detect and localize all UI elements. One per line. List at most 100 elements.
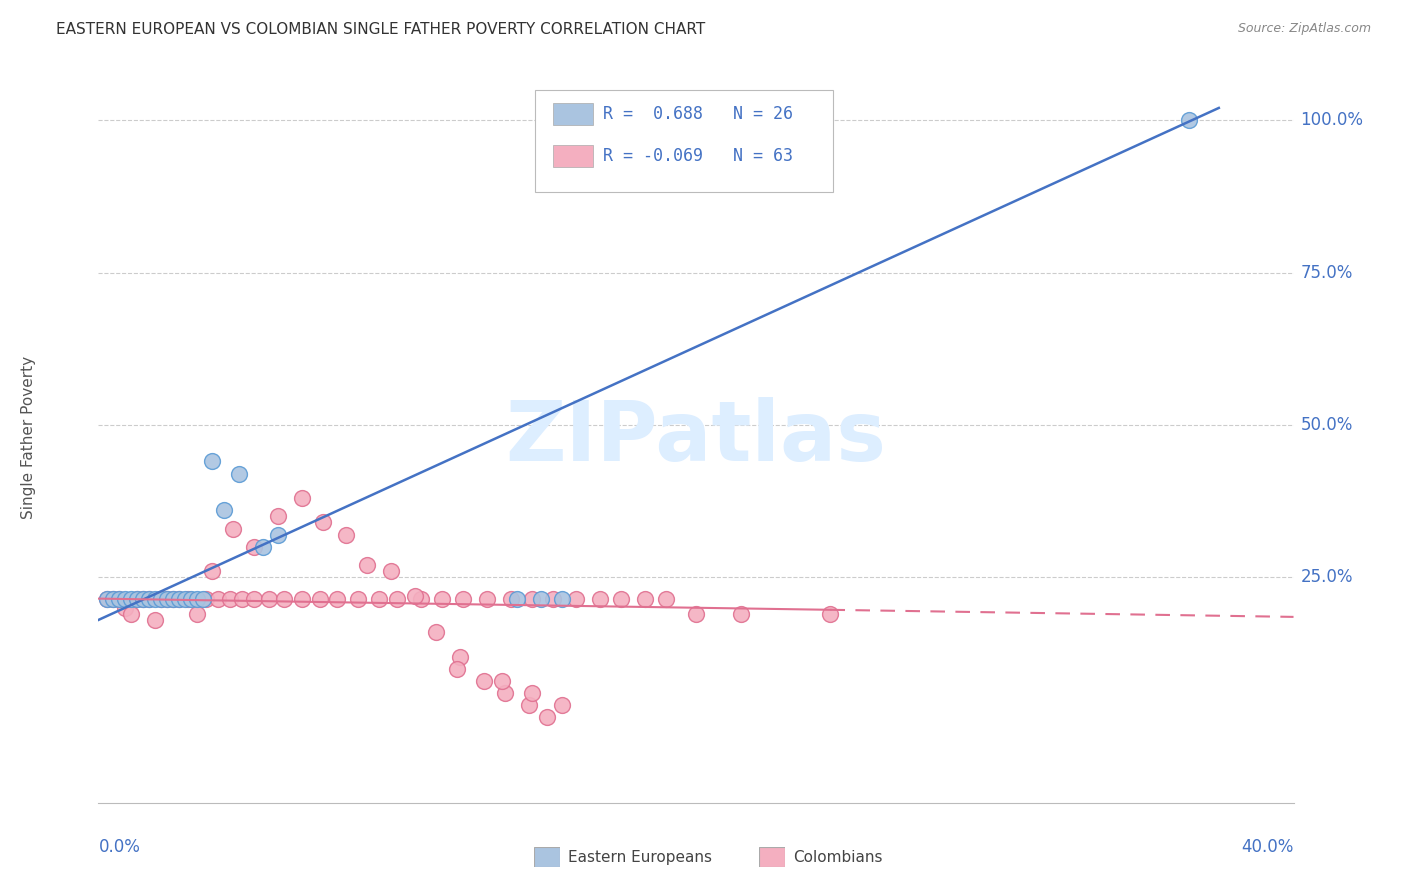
Text: R =  0.688   N = 26: R = 0.688 N = 26	[603, 104, 793, 123]
Point	[231, 591, 253, 606]
Point	[150, 591, 173, 606]
Point	[491, 673, 513, 688]
Point	[449, 649, 471, 664]
Text: 25.0%: 25.0%	[1301, 568, 1353, 586]
Point	[174, 591, 197, 606]
Point	[228, 467, 250, 481]
Point	[536, 710, 558, 724]
Point	[517, 698, 540, 713]
Point	[472, 673, 495, 688]
Text: 0.0%: 0.0%	[98, 838, 141, 856]
Point	[177, 591, 200, 606]
Point	[132, 591, 155, 606]
Point	[219, 591, 242, 606]
Point	[385, 591, 409, 606]
Point	[222, 521, 245, 535]
Point	[634, 591, 657, 606]
Point	[167, 591, 190, 606]
Point	[243, 540, 266, 554]
Point	[335, 527, 357, 541]
Point	[425, 625, 447, 640]
Point	[655, 591, 678, 606]
Point	[404, 589, 426, 603]
Point	[506, 591, 529, 606]
Text: ZIPatlas: ZIPatlas	[506, 397, 886, 477]
Text: R = -0.069   N = 63: R = -0.069 N = 63	[603, 147, 793, 165]
Text: Single Father Poverty: Single Father Poverty	[21, 356, 35, 518]
Point	[108, 591, 131, 606]
Point	[194, 591, 218, 606]
Text: 40.0%: 40.0%	[1241, 838, 1294, 856]
Point	[520, 591, 543, 606]
Point	[820, 607, 842, 621]
Point	[380, 564, 402, 578]
Text: 75.0%: 75.0%	[1301, 263, 1353, 282]
Point	[127, 591, 149, 606]
Point	[446, 662, 468, 676]
Point	[267, 509, 290, 524]
Point	[267, 527, 290, 541]
Point	[368, 591, 391, 606]
Text: Eastern Europeans: Eastern Europeans	[568, 850, 711, 864]
Text: Colombians: Colombians	[793, 850, 883, 864]
Point	[207, 591, 229, 606]
Point	[96, 591, 118, 606]
Point	[308, 591, 330, 606]
Point	[191, 591, 214, 606]
Point	[120, 607, 142, 621]
Point	[475, 591, 498, 606]
Point	[127, 591, 149, 606]
Point	[150, 591, 173, 606]
Point	[120, 591, 142, 606]
Point	[103, 591, 125, 606]
Point	[520, 686, 543, 700]
Point	[311, 516, 333, 530]
Point	[685, 607, 707, 621]
Point	[451, 591, 474, 606]
Point	[326, 591, 349, 606]
Point	[610, 591, 633, 606]
Point	[541, 591, 564, 606]
FancyBboxPatch shape	[534, 90, 834, 192]
Point	[162, 591, 184, 606]
Point	[156, 591, 179, 606]
Point	[180, 591, 202, 606]
Point	[252, 540, 274, 554]
Point	[1178, 113, 1201, 128]
Text: 100.0%: 100.0%	[1301, 112, 1364, 129]
Point	[494, 686, 516, 700]
Point	[143, 591, 166, 606]
Point	[290, 591, 312, 606]
Point	[430, 591, 453, 606]
Point	[114, 600, 136, 615]
Point	[201, 564, 224, 578]
Point	[589, 591, 612, 606]
Point	[201, 454, 224, 468]
FancyBboxPatch shape	[553, 145, 593, 167]
Point	[132, 591, 155, 606]
Point	[273, 591, 295, 606]
Point	[114, 591, 136, 606]
Text: EASTERN EUROPEAN VS COLOMBIAN SINGLE FATHER POVERTY CORRELATION CHART: EASTERN EUROPEAN VS COLOMBIAN SINGLE FAT…	[56, 22, 706, 37]
Point	[243, 591, 266, 606]
Point	[212, 503, 235, 517]
Point	[550, 591, 572, 606]
Point	[143, 613, 166, 627]
Point	[499, 591, 522, 606]
Point	[550, 698, 572, 713]
Point	[347, 591, 370, 606]
Point	[565, 591, 588, 606]
Point	[257, 591, 280, 606]
Point	[162, 591, 184, 606]
FancyBboxPatch shape	[553, 103, 593, 125]
Point	[96, 591, 118, 606]
Point	[138, 591, 160, 606]
Point	[186, 607, 208, 621]
Text: Source: ZipAtlas.com: Source: ZipAtlas.com	[1237, 22, 1371, 36]
Point	[356, 558, 378, 573]
Point	[156, 591, 179, 606]
Point	[167, 591, 190, 606]
Point	[138, 591, 160, 606]
Point	[103, 591, 125, 606]
Point	[411, 591, 433, 606]
